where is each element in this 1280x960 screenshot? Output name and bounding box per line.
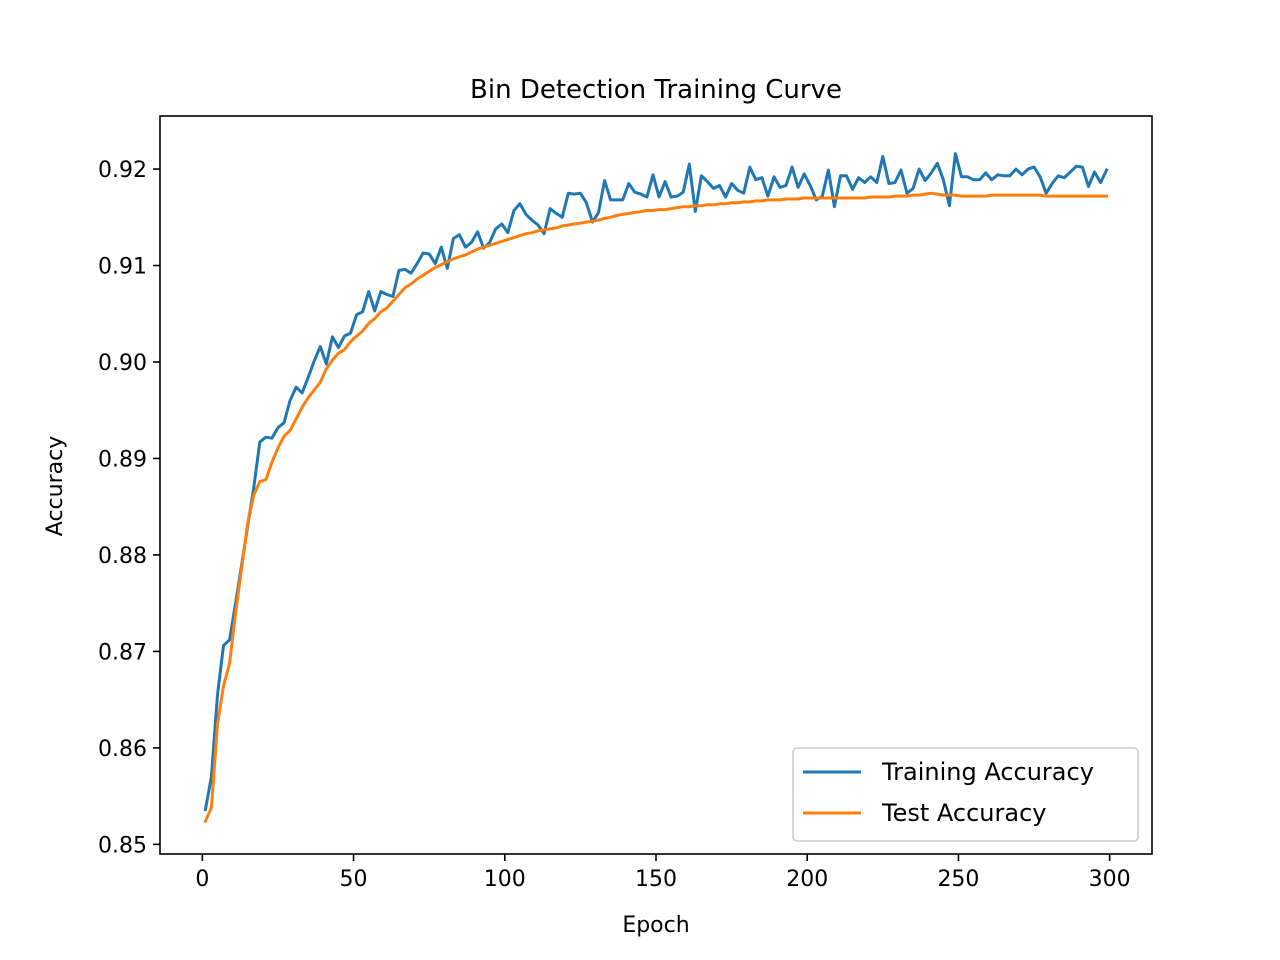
series-line-training-accuracy xyxy=(203,152,1109,812)
y-axis: 0.85 0.86 0.87 0.88 0.89 0.90 0.91 0.92 xyxy=(98,158,160,858)
x-tick-label: 0 xyxy=(195,867,209,892)
y-tick-label: 0.87 xyxy=(98,640,147,665)
legend-box xyxy=(792,747,1139,842)
y-axis-title: Accuracy xyxy=(43,436,68,536)
x-tick-label: 100 xyxy=(484,867,526,892)
y-tick-label: 0.86 xyxy=(98,737,147,762)
axes-frame xyxy=(159,115,1153,855)
legend: Training Accuracy Test Accuracy xyxy=(792,747,1139,842)
x-tick-label: 150 xyxy=(635,867,677,892)
y-tick-label: 0.92 xyxy=(98,158,147,183)
x-tick-label: 50 xyxy=(340,867,368,892)
legend-label: Test Accuracy xyxy=(881,799,1046,827)
x-tick-label: 200 xyxy=(786,867,828,892)
x-tick-label: 300 xyxy=(1089,867,1131,892)
plot-area xyxy=(203,152,1109,824)
y-tick-label: 0.89 xyxy=(98,447,147,472)
y-tick-label: 0.90 xyxy=(98,351,147,376)
chart-title: Bin Detection Training Curve xyxy=(470,75,842,105)
y-tick-label: 0.88 xyxy=(98,544,147,569)
x-axis: 0 50 100 150 200 250 300 xyxy=(195,854,1131,892)
y-tick-label: 0.91 xyxy=(98,255,147,280)
x-tick-label: 250 xyxy=(937,867,979,892)
y-tick-label: 0.85 xyxy=(98,833,147,858)
legend-label: Training Accuracy xyxy=(881,758,1094,786)
x-axis-title: Epoch xyxy=(622,913,689,938)
series-line-test-accuracy xyxy=(203,191,1109,824)
